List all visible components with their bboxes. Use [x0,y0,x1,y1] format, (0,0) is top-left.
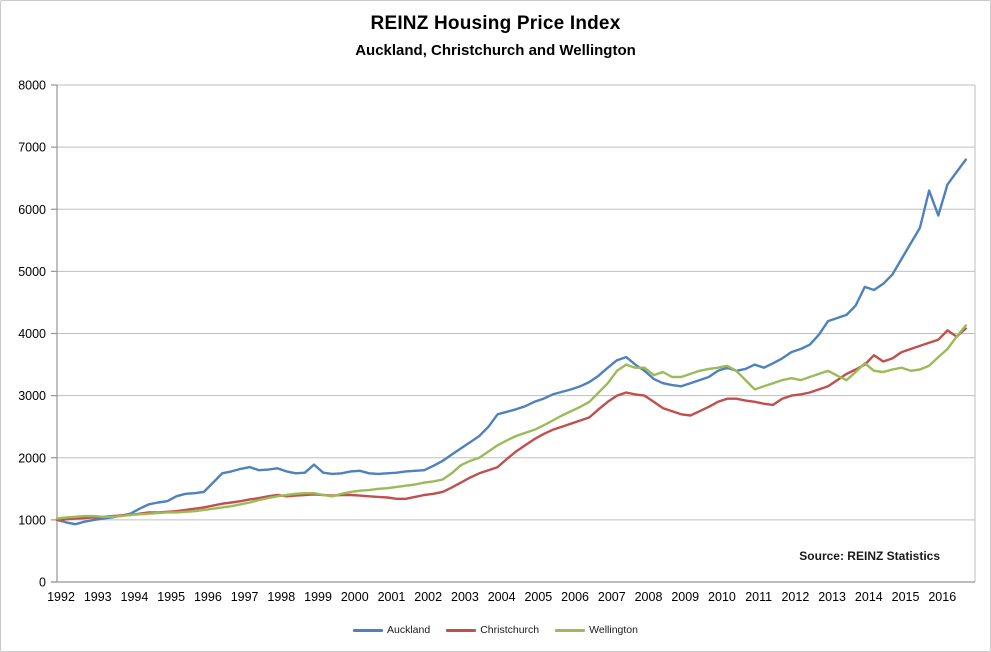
source-note: Source: REINZ Statistics [799,549,940,563]
y-tick-label-2000: 2000 [18,451,46,465]
auckland-line-swatch [353,628,383,632]
series-line-auckland [55,158,967,526]
x-tick-label-1996: 1996 [194,590,222,604]
x-tick-label-1994: 1994 [121,590,149,604]
x-tick-label-2001: 2001 [378,590,406,604]
series-line-christchurch [55,327,967,522]
x-tick-label-2009: 2009 [671,590,699,604]
legend-label-christchurch: Christchurch [480,624,540,636]
y-tick-label-5000: 5000 [18,265,46,279]
x-tick-label-1992: 1992 [47,590,75,604]
x-tick-label-2000: 2000 [341,590,369,604]
chart-legend: Auckland Christchurch Wellington [0,624,991,636]
y-tick-label-4000: 4000 [18,327,46,341]
y-tick-label-8000: 8000 [18,79,46,93]
legend-item-wellington: Wellington [555,624,638,636]
x-tick-label-1995: 1995 [157,590,185,604]
x-tick-label-2005: 2005 [524,590,552,604]
y-tick-label-6000: 6000 [18,203,46,217]
x-tick-label-2014: 2014 [855,590,883,604]
x-tick-label-2007: 2007 [598,590,626,604]
x-tick-label-2004: 2004 [488,590,516,604]
y-tick-label-1000: 1000 [18,513,46,527]
x-tick-label-2015: 2015 [892,590,920,604]
x-tick-label-2010: 2010 [708,590,736,604]
wellington-line-swatch [555,628,586,632]
x-tick-label-1997: 1997 [231,590,259,604]
x-tick-label-2011: 2011 [745,590,772,604]
x-tick-label-2013: 2013 [818,590,846,604]
legend-label-wellington: Wellington [589,624,638,636]
x-tick-label-2002: 2002 [414,590,442,604]
legend-label-auckland: Auckland [387,624,431,636]
x-tick-label-2012: 2012 [781,590,809,604]
y-tick-label-3000: 3000 [18,389,46,403]
y-tick-label-7000: 7000 [18,141,46,155]
legend-item-christchurch: Christchurch [446,624,539,636]
x-tick-label-2003: 2003 [451,590,479,604]
x-tick-label-1998: 1998 [267,590,295,604]
x-tick-label-2016: 2016 [928,590,956,604]
series-line-wellington [55,324,967,520]
legend-item-auckland: Auckland [353,624,430,636]
x-tick-label-1993: 1993 [84,590,112,604]
x-tick-label-2006: 2006 [561,590,589,604]
chart-subtitle: Auckland, Christchurch and Wellington [355,42,636,59]
christchurch-line-swatch [446,628,477,632]
chart-title: REINZ Housing Price Index [370,13,621,34]
x-tick-label-1999: 1999 [304,590,332,604]
x-tick-label-2008: 2008 [635,590,663,604]
y-tick-label-0: 0 [39,576,46,590]
